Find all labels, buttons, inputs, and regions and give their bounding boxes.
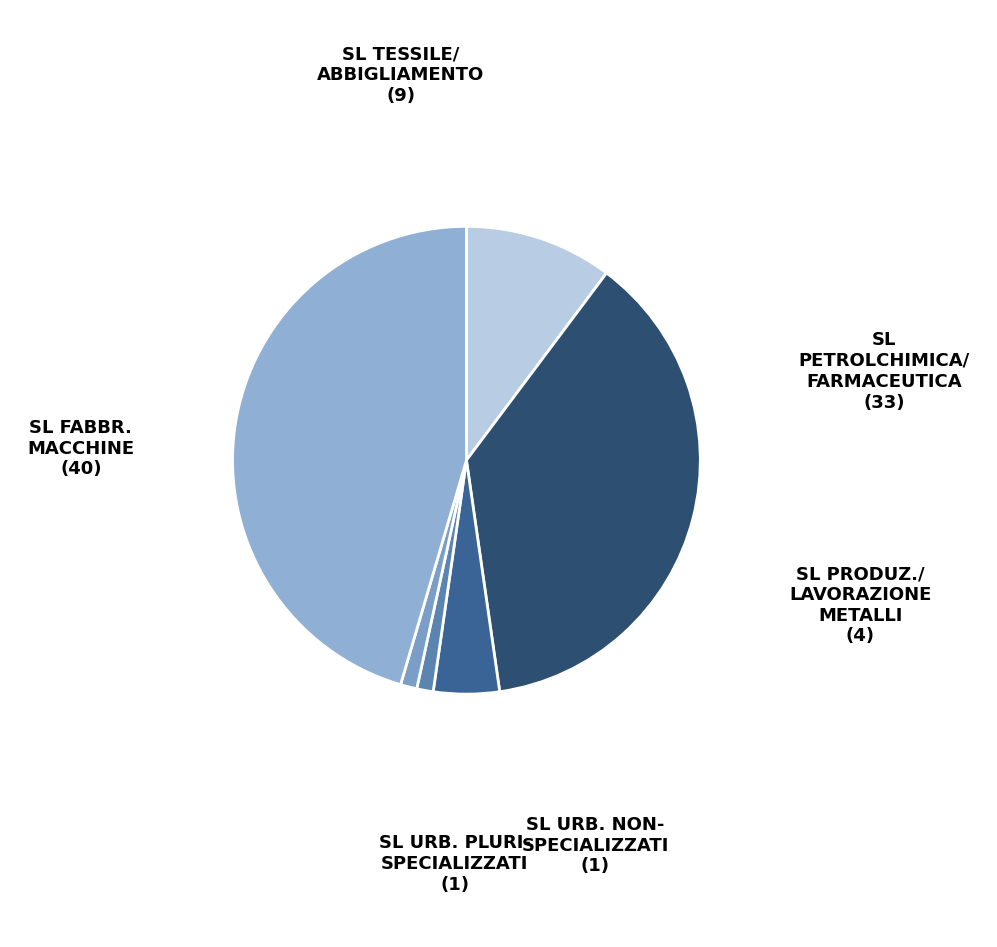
Text: SL PRODUZ./
LAVORAZIONE
METALLI
(4): SL PRODUZ./ LAVORAZIONE METALLI (4): [790, 565, 931, 646]
Text: SL FABBR.
MACCHINE
(40): SL FABBR. MACCHINE (40): [27, 419, 135, 478]
Text: SL URB. NON-
SPECIALIZZATI
(1): SL URB. NON- SPECIALIZZATI (1): [521, 815, 669, 875]
Text: SL URB. PLURI-
SPECIALIZZATI
(1): SL URB. PLURI- SPECIALIZZATI (1): [379, 834, 530, 894]
Wedge shape: [467, 226, 606, 460]
Text: SL TESSILE/
ABBIGLIAMENTO
(9): SL TESSILE/ ABBIGLIAMENTO (9): [317, 45, 485, 105]
Wedge shape: [232, 226, 467, 685]
Wedge shape: [433, 460, 499, 694]
Wedge shape: [401, 460, 467, 688]
Wedge shape: [417, 460, 467, 691]
Wedge shape: [467, 273, 700, 691]
Text: SL
PETROLCHIMICA/
FARMACEUTICA
(33): SL PETROLCHIMICA/ FARMACEUTICA (33): [799, 331, 970, 412]
